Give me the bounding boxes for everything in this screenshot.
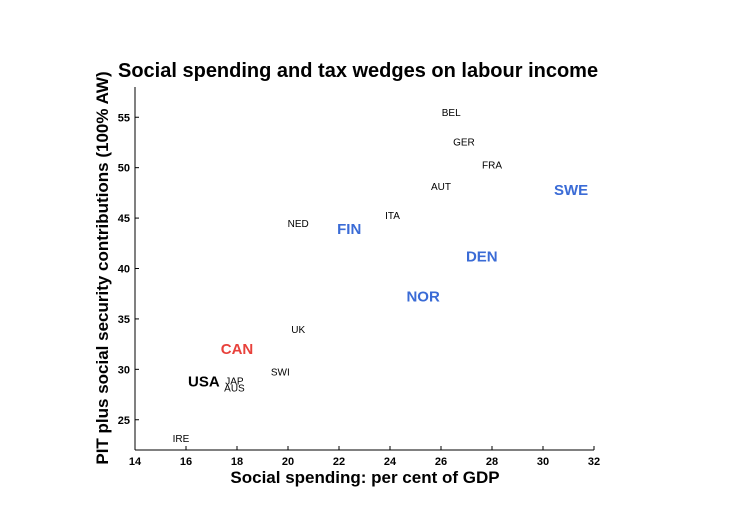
data-point-aut: AUT: [431, 182, 451, 193]
y-tick-label: 30: [118, 364, 130, 376]
y-tick-label: 50: [118, 163, 130, 175]
data-point-jap: JAP: [225, 376, 244, 387]
data-point-swi: SWI: [271, 367, 290, 378]
chart-axes: [134, 87, 594, 451]
chart-title: Social spending and tax wedges on labour…: [118, 60, 598, 82]
data-point-nor: NOR: [406, 289, 440, 306]
data-point-ger: GER: [453, 137, 475, 148]
data-point-aus: AUS: [224, 383, 245, 394]
data-point-ned: NED: [288, 219, 309, 230]
x-tick-label: 24: [384, 456, 397, 468]
x-tick-label: 30: [537, 456, 549, 468]
data-point-fin: FIN: [337, 221, 361, 238]
data-point-ire: IRE: [173, 434, 190, 445]
x-tick-label: 14: [129, 456, 142, 468]
data-point-ita: ITA: [385, 211, 400, 222]
data-point-den: DEN: [466, 248, 498, 265]
data-point-fra: FRA: [482, 161, 502, 172]
data-point-bel: BEL: [442, 108, 461, 119]
y-tick-label: 35: [118, 314, 130, 326]
y-tick-label: 40: [118, 264, 130, 276]
data-point-swe: SWE: [554, 182, 588, 199]
x-tick-label: 20: [282, 456, 294, 468]
data-point-usa: USA: [188, 373, 220, 390]
y-tick-label: 55: [118, 112, 130, 124]
y-tick-label: 25: [118, 415, 130, 427]
y-ticks: 25 30 35 40 45 50 55: [118, 112, 139, 427]
x-tick-label: 18: [231, 456, 243, 468]
data-point-can: CAN: [221, 341, 254, 358]
y-tick-label: 45: [118, 213, 130, 225]
x-axis-label: Social spending: per cent of GDP: [230, 468, 499, 487]
data-point-uk: UK: [291, 325, 305, 336]
x-tick-label: 28: [486, 456, 498, 468]
x-ticks: 14 16 18 20 22 24 26 28 30 32: [129, 446, 600, 468]
x-tick-label: 26: [435, 456, 447, 468]
x-tick-label: 16: [180, 456, 192, 468]
y-axis-label: PIT plus social security contributions (…: [93, 71, 112, 464]
data-points: BEL GER FRA AUT SWE ITA NED FIN DEN NOR UK CAN SWI US…: [173, 108, 589, 445]
x-tick-label: 22: [333, 456, 345, 468]
x-tick-label: 32: [588, 456, 600, 468]
